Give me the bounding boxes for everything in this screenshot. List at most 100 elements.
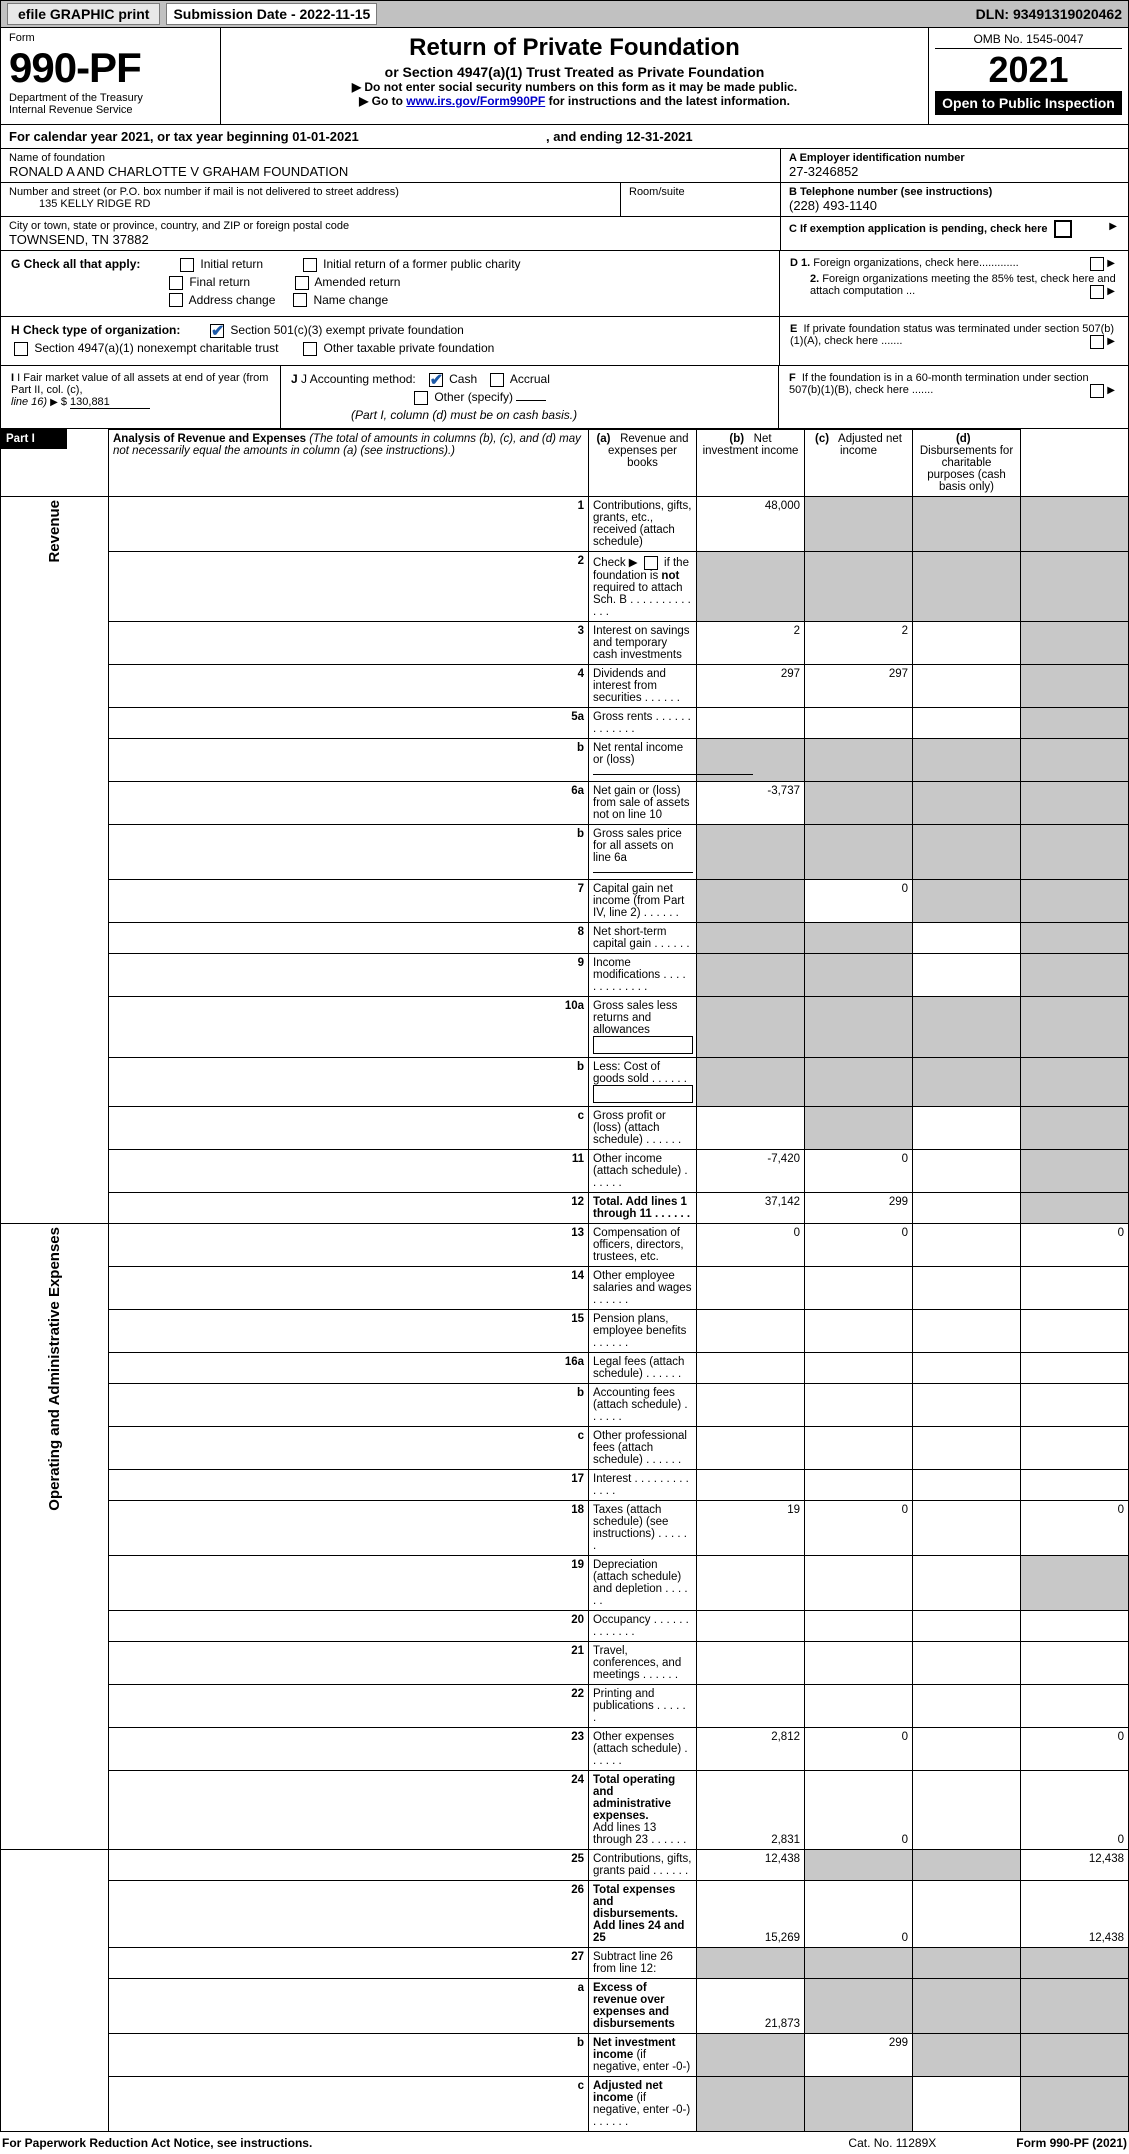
initial-former-checkbox[interactable] [303,258,317,272]
line-desc: Subtract line 26 from line 12: [589,1947,697,1978]
part1-table: Part I Analysis of Revenue and Expenses … [0,429,1129,2132]
col-d-header: (d) Disbursements for charitable purpose… [913,429,1021,496]
line-desc: Check ▶ if the foundation is not require… [589,551,697,621]
h-label: H Check type of organization: [11,323,180,337]
501c3-checkbox[interactable] [210,324,224,338]
line-desc: Net rental income or (loss) [589,738,697,781]
line-desc: Gross sales price for all assets on line… [589,824,697,879]
calendar-year-line: For calendar year 2021, or tax year begi… [0,125,1129,149]
address-change-checkbox[interactable] [169,293,183,307]
cell-value: 0 [805,1500,913,1555]
line-desc: Travel, conferences, and meetings [589,1641,697,1684]
line-num: 17 [109,1469,589,1500]
d2-label: Foreign organizations meeting the 85% te… [810,273,1116,297]
line-desc: Adjusted net income (if negative, enter … [589,2076,697,2131]
i-line-ref: line 16) [11,396,47,408]
identity-block: Name of foundation RONALD A AND CHARLOTT… [0,149,1129,251]
form-subtitle: or Section 4947(a)(1) Trust Treated as P… [231,64,918,80]
cell-value: 0 [805,1223,913,1266]
line-num: 23 [109,1727,589,1770]
cell-value: 0 [805,1149,913,1192]
room-label: Room/suite [629,186,772,198]
exemption-checkbox[interactable] [1054,220,1072,238]
final-return-checkbox[interactable] [169,276,183,290]
exemption-pending-label: C If exemption application is pending, c… [789,223,1048,235]
cell-value: 12,438 [1021,1880,1129,1947]
city-value: TOWNSEND, TN 37882 [9,232,772,247]
d1-checkbox[interactable] [1090,257,1104,271]
dln: DLN: 93491319020462 [976,6,1122,22]
line-desc: Taxes (attach schedule) (see instruction… [589,1500,697,1555]
cash-label: Cash [449,372,477,386]
cell-value: 19 [697,1500,805,1555]
cell-value: 0 [805,879,913,922]
line-num: 14 [109,1266,589,1309]
instructions-link[interactable]: www.irs.gov/Form990PF [406,94,545,108]
ein-label: A Employer identification number [789,152,1120,164]
accrual-checkbox[interactable] [490,373,504,387]
line-desc: Capital gain net income (from Part IV, l… [589,879,697,922]
line-num: b [109,824,589,879]
line-num: 21 [109,1641,589,1684]
opadmin-section-label: Operating and Administrative Expenses [1,1223,109,1849]
revenue-section-label: Revenue [1,496,109,1223]
line-desc: Other employee salaries and wages [589,1266,697,1309]
g-label: G Check all that apply: [11,257,140,271]
efile-print-button[interactable]: efile GRAPHIC print [7,3,160,25]
cash-checkbox[interactable] [429,373,443,387]
line-num: 19 [109,1555,589,1610]
line-num: 24 [109,1770,589,1849]
cell-value: 2 [697,621,805,664]
line-num: 1 [109,496,589,551]
line-desc: Legal fees (attach schedule) [589,1352,697,1383]
cell-value: -3,737 [697,781,805,824]
part1-label: Part I [1,429,67,449]
cell-value: 297 [697,664,805,707]
street-address: 135 KELLY RIDGE RD [39,198,612,210]
amended-return-checkbox[interactable] [295,276,309,290]
line-desc: Other professional fees (attach schedule… [589,1426,697,1469]
line-num: 7 [109,879,589,922]
line-desc: Accounting fees (attach schedule) [589,1383,697,1426]
line-num: 16a [109,1352,589,1383]
cell-value: 2,831 [697,1770,805,1849]
line-desc: Less: Cost of goods sold [589,1057,697,1106]
line-num: b [109,2033,589,2076]
line-desc: Gross profit or (loss) (attach schedule) [589,1106,697,1149]
d2-checkbox[interactable] [1090,285,1104,299]
paperwork-notice: For Paperwork Reduction Act Notice, see … [2,2136,312,2150]
top-bar: efile GRAPHIC print Submission Date - 20… [0,0,1129,28]
cell-value: 12,438 [1021,1849,1129,1880]
line-num: 5a [109,707,589,738]
part1-title: Analysis of Revenue and Expenses [113,433,306,445]
other-taxable-checkbox[interactable] [303,342,317,356]
line-desc: Excess of revenue over expenses and disb… [589,1978,697,2033]
line-desc: Net investment income (if negative, ente… [589,2033,697,2076]
line-desc: Total. Add lines 1 through 11 [589,1192,697,1223]
4947-checkbox[interactable] [14,342,28,356]
cell-value: 2 [805,621,913,664]
section-ij: I I Fair market value of all assets at e… [0,366,1129,429]
f-checkbox[interactable] [1090,384,1104,398]
line-desc: Other income (attach schedule) [589,1149,697,1192]
cell-value: 0 [805,1880,913,1947]
line-num: 3 [109,621,589,664]
cell-value: 0 [1021,1500,1129,1555]
line-num: 11 [109,1149,589,1192]
initial-return-label: Initial return [200,257,263,271]
e-checkbox[interactable] [1090,335,1104,349]
line-num: 2 [109,551,589,621]
bullet-ssn: ▶ Do not enter social security numbers o… [231,80,918,94]
name-change-checkbox[interactable] [293,293,307,307]
line-desc: Net gain or (loss) from sale of assets n… [589,781,697,824]
schb-checkbox[interactable] [644,556,658,570]
initial-return-checkbox[interactable] [180,258,194,272]
other-method-checkbox[interactable] [414,391,428,405]
line-desc: Contributions, gifts, grants paid [589,1849,697,1880]
line-desc: Occupancy [589,1610,697,1641]
line-desc: Printing and publications [589,1684,697,1727]
line-desc: Interest on savings and temporary cash i… [589,621,697,664]
open-public-inspection: Open to Public Inspection [935,91,1122,115]
cell-value: 0 [805,1770,913,1849]
e-label: If private foundation status was termina… [790,323,1114,347]
